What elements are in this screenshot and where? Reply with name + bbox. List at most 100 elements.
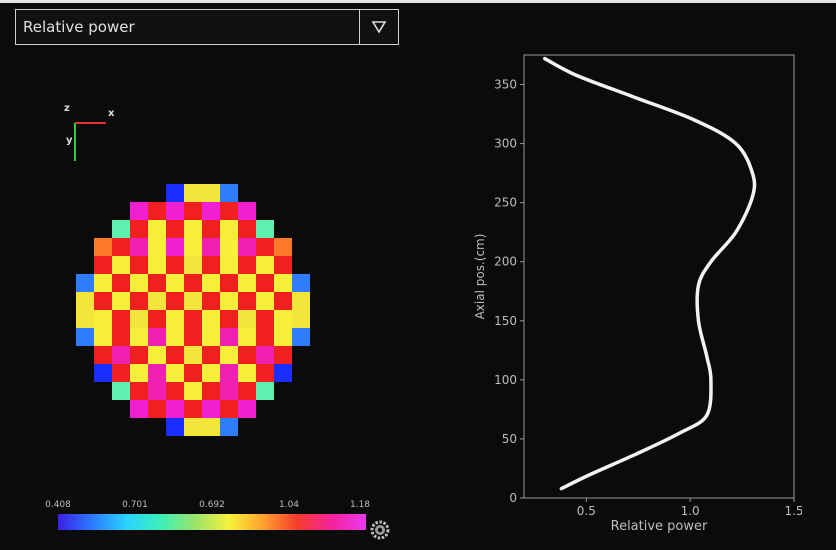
assembly-cell[interactable] — [130, 346, 148, 364]
assembly-cell[interactable] — [148, 382, 166, 400]
assembly-cell[interactable] — [148, 364, 166, 382]
assembly-cell[interactable] — [130, 238, 148, 256]
assembly-cell[interactable] — [256, 310, 274, 328]
assembly-cell[interactable] — [274, 238, 292, 256]
assembly-cell[interactable] — [148, 220, 166, 238]
assembly-cell[interactable] — [202, 238, 220, 256]
assembly-cell[interactable] — [94, 256, 112, 274]
assembly-cell[interactable] — [220, 292, 238, 310]
assembly-cell[interactable] — [184, 382, 202, 400]
assembly-cell[interactable] — [220, 274, 238, 292]
assembly-cell[interactable] — [130, 220, 148, 238]
assembly-cell[interactable] — [256, 256, 274, 274]
assembly-cell[interactable] — [166, 238, 184, 256]
assembly-cell[interactable] — [238, 328, 256, 346]
assembly-cell[interactable] — [274, 328, 292, 346]
assembly-cell[interactable] — [220, 220, 238, 238]
assembly-cell[interactable] — [238, 220, 256, 238]
assembly-cell[interactable] — [274, 310, 292, 328]
assembly-cell[interactable] — [166, 418, 184, 436]
assembly-cell[interactable] — [166, 400, 184, 418]
assembly-cell[interactable] — [94, 238, 112, 256]
assembly-cell[interactable] — [94, 364, 112, 382]
assembly-cell[interactable] — [220, 364, 238, 382]
assembly-cell[interactable] — [292, 310, 310, 328]
assembly-cell[interactable] — [166, 256, 184, 274]
assembly-cell[interactable] — [202, 184, 220, 202]
assembly-cell[interactable] — [256, 238, 274, 256]
assembly-cell[interactable] — [184, 238, 202, 256]
assembly-cell[interactable] — [238, 238, 256, 256]
assembly-cell[interactable] — [238, 364, 256, 382]
assembly-cell[interactable] — [94, 328, 112, 346]
assembly-cell[interactable] — [166, 202, 184, 220]
assembly-cell[interactable] — [112, 220, 130, 238]
assembly-cell[interactable] — [256, 292, 274, 310]
assembly-cell[interactable] — [202, 292, 220, 310]
assembly-cell[interactable] — [238, 400, 256, 418]
assembly-cell[interactable] — [130, 256, 148, 274]
assembly-cell[interactable] — [220, 382, 238, 400]
assembly-cell[interactable] — [166, 364, 184, 382]
assembly-cell[interactable] — [130, 328, 148, 346]
assembly-cell[interactable] — [94, 310, 112, 328]
assembly-cell[interactable] — [202, 364, 220, 382]
assembly-cell[interactable] — [112, 382, 130, 400]
assembly-cell[interactable] — [292, 292, 310, 310]
assembly-cell[interactable] — [220, 202, 238, 220]
assembly-cell[interactable] — [166, 310, 184, 328]
assembly-cell[interactable] — [256, 382, 274, 400]
assembly-cell[interactable] — [274, 364, 292, 382]
assembly-cell[interactable] — [148, 400, 166, 418]
assembly-cell[interactable] — [130, 202, 148, 220]
assembly-cell[interactable] — [184, 256, 202, 274]
assembly-cell[interactable] — [256, 328, 274, 346]
assembly-cell[interactable] — [256, 274, 274, 292]
assembly-cell[interactable] — [148, 310, 166, 328]
assembly-cell[interactable] — [256, 346, 274, 364]
assembly-cell[interactable] — [184, 220, 202, 238]
assembly-cell[interactable] — [202, 346, 220, 364]
assembly-cell[interactable] — [220, 184, 238, 202]
assembly-cell[interactable] — [220, 418, 238, 436]
assembly-cell[interactable] — [202, 310, 220, 328]
assembly-cell[interactable] — [166, 274, 184, 292]
assembly-cell[interactable] — [184, 184, 202, 202]
assembly-cell[interactable] — [166, 328, 184, 346]
assembly-cell[interactable] — [148, 328, 166, 346]
assembly-cell[interactable] — [112, 274, 130, 292]
assembly-cell[interactable] — [148, 346, 166, 364]
assembly-cell[interactable] — [112, 256, 130, 274]
assembly-cell[interactable] — [238, 346, 256, 364]
assembly-cell[interactable] — [184, 274, 202, 292]
assembly-cell[interactable] — [202, 256, 220, 274]
assembly-cell[interactable] — [220, 310, 238, 328]
assembly-cell[interactable] — [202, 202, 220, 220]
assembly-cell[interactable] — [202, 328, 220, 346]
assembly-cell[interactable] — [148, 238, 166, 256]
assembly-cell[interactable] — [130, 364, 148, 382]
assembly-cell[interactable] — [112, 364, 130, 382]
assembly-cell[interactable] — [112, 346, 130, 364]
assembly-cell[interactable] — [148, 274, 166, 292]
assembly-cell[interactable] — [76, 292, 94, 310]
assembly-cell[interactable] — [184, 202, 202, 220]
assembly-cell[interactable] — [292, 274, 310, 292]
assembly-cell[interactable] — [238, 202, 256, 220]
assembly-cell[interactable] — [274, 346, 292, 364]
assembly-cell[interactable] — [166, 184, 184, 202]
assembly-cell[interactable] — [166, 220, 184, 238]
assembly-cell[interactable] — [238, 256, 256, 274]
assembly-cell[interactable] — [256, 364, 274, 382]
assembly-cell[interactable] — [184, 328, 202, 346]
assembly-cell[interactable] — [130, 382, 148, 400]
assembly-cell[interactable] — [202, 220, 220, 238]
assembly-cell[interactable] — [130, 292, 148, 310]
assembly-cell[interactable] — [202, 382, 220, 400]
assembly-cell[interactable] — [238, 292, 256, 310]
assembly-cell[interactable] — [166, 382, 184, 400]
gear-icon[interactable] — [370, 520, 390, 540]
assembly-cell[interactable] — [220, 328, 238, 346]
assembly-cell[interactable] — [274, 292, 292, 310]
assembly-cell[interactable] — [112, 328, 130, 346]
